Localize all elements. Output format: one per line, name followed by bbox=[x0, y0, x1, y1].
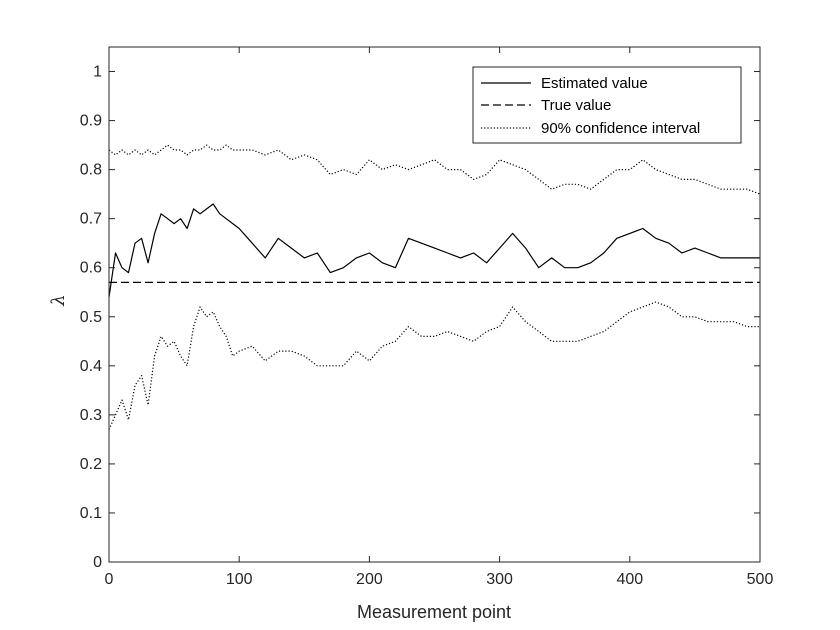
legend-label-true: True value bbox=[541, 97, 611, 114]
x-tick-label: 0 bbox=[105, 571, 114, 588]
y-tick-label: 0 bbox=[93, 554, 102, 571]
x-tick-label: 200 bbox=[356, 571, 383, 588]
x-tick-label: 300 bbox=[486, 571, 513, 588]
y-tick-label: 0.4 bbox=[80, 358, 102, 375]
y-tick-label: 0.7 bbox=[80, 211, 102, 228]
y-axis-title: λ bbox=[48, 294, 69, 306]
x-axis-title: Measurement point bbox=[357, 602, 511, 622]
y-tick-label: 1 bbox=[93, 64, 102, 81]
y-tick-label: 0.5 bbox=[80, 309, 102, 326]
y-tick-label: 0.9 bbox=[80, 113, 102, 130]
y-tick-label: 0.2 bbox=[80, 456, 102, 473]
plot-lines bbox=[108, 144, 761, 430]
y-tick-label: 0.1 bbox=[80, 505, 102, 522]
y-tick-label: 0.3 bbox=[80, 407, 102, 424]
axes-box bbox=[108, 46, 761, 563]
legend-label-estimated: Estimated value bbox=[541, 75, 648, 92]
legend-label-confidence: 90% confidence interval bbox=[541, 120, 700, 137]
series-estimated-value bbox=[108, 203, 760, 298]
legend: Estimated value True value 90% confidenc… bbox=[472, 66, 742, 144]
y-tick-label: 0.6 bbox=[80, 260, 102, 277]
y-tick-label: 0.8 bbox=[80, 162, 102, 179]
x-tick-label: 100 bbox=[226, 571, 253, 588]
x-axis: 0 100 200 300 400 500 bbox=[105, 47, 774, 588]
y-axis: 0 0.1 0.2 0.3 0.4 0.5 0.6 0.7 0.8 0.9 1 bbox=[80, 64, 760, 571]
x-tick-label: 500 bbox=[747, 571, 774, 588]
x-tick-label: 400 bbox=[616, 571, 643, 588]
